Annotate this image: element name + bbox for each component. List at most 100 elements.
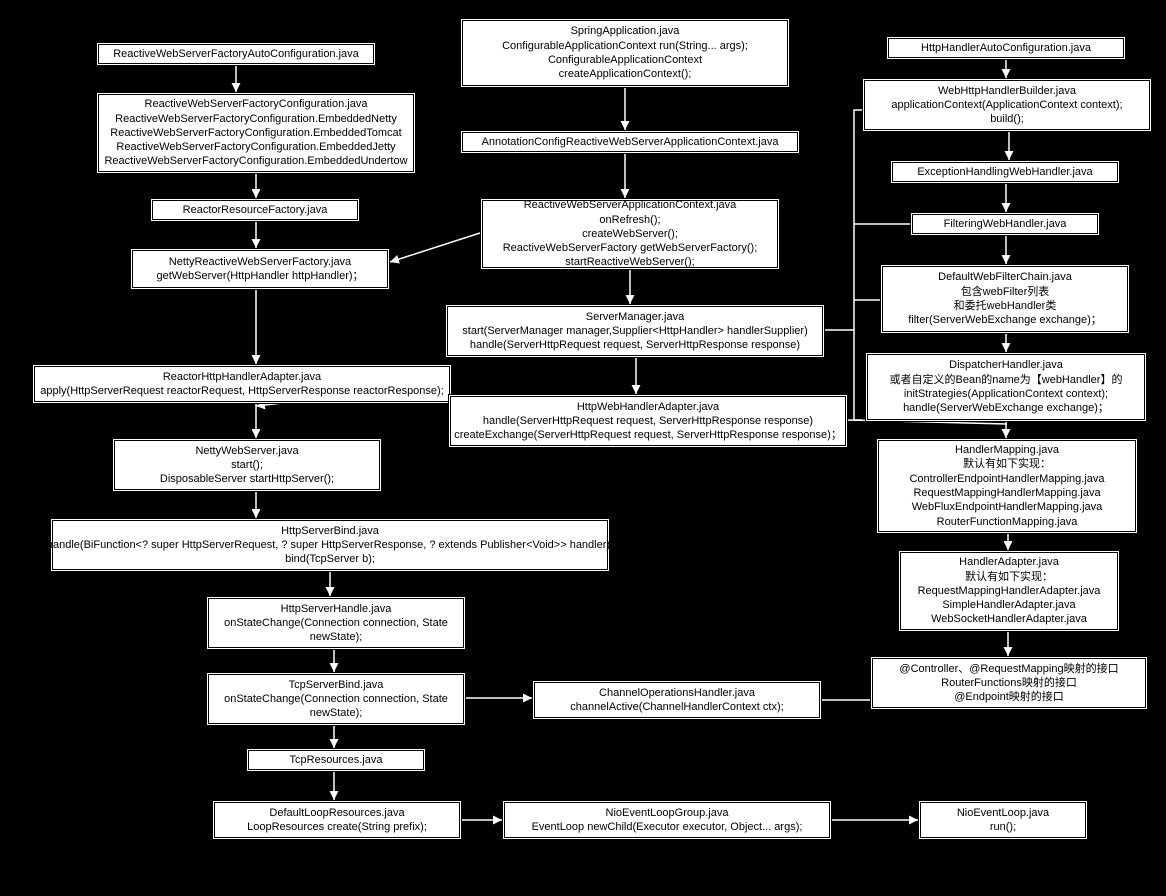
node-text-line: HandlerAdapter.java bbox=[959, 555, 1059, 569]
flowchart-node: SpringApplication.javaConfigurableApplic… bbox=[460, 18, 790, 88]
flowchart-node: @Controller、@RequestMapping映射的接口RouterFu… bbox=[870, 656, 1148, 710]
flowchart-node: ReactiveWebServerFactoryAutoConfiguratio… bbox=[96, 42, 376, 66]
node-text-line: 和委托webHandler类 bbox=[954, 299, 1057, 313]
node-text-line: ReactiveWebServerFactoryConfiguration.Em… bbox=[110, 126, 401, 140]
node-text-line: ReactiveWebServerApplicationContext.java bbox=[524, 198, 737, 212]
node-text-line: TcpServerBind.java bbox=[289, 678, 384, 692]
node-text-line: RequestMappingHandlerMapping.java bbox=[913, 486, 1100, 500]
flowchart-node: HandlerAdapter.java默认有如下实现：RequestMappin… bbox=[898, 550, 1120, 632]
node-text-line: ConfigurableApplicationContext bbox=[548, 53, 702, 67]
node-text-line: handle(BiFunction<? super HttpServerRequ… bbox=[47, 538, 613, 552]
node-text-line: newState); bbox=[310, 706, 363, 720]
node-text-line: createWebServer(); bbox=[582, 227, 678, 241]
node-text-line: RequestMappingHandlerAdapter.java bbox=[918, 584, 1101, 598]
node-text-line: NioEventLoop.java bbox=[957, 806, 1049, 820]
flowchart-node: ServerManager.javastart(ServerManager ma… bbox=[445, 304, 825, 358]
flowchart-node: FilteringWebHandler.java bbox=[910, 212, 1100, 236]
node-text-line: bind(TcpServer b); bbox=[285, 552, 375, 566]
node-text-line: AnnotationConfigReactiveWebServerApplica… bbox=[482, 135, 779, 149]
node-text-line: ControllerEndpointHandlerMapping.java bbox=[909, 472, 1104, 486]
node-text-line: start(ServerManager manager,Supplier<Htt… bbox=[462, 324, 807, 338]
node-text-line: ReactorHttpHandlerAdapter.java bbox=[163, 370, 321, 384]
node-text-line: onRefresh(); bbox=[599, 213, 660, 227]
flowchart-node: ChannelOperationsHandler.javachannelActi… bbox=[532, 680, 822, 720]
node-text-line: applicationContext(ApplicationContext co… bbox=[891, 98, 1122, 112]
node-text-line: SpringApplication.java bbox=[571, 24, 680, 38]
node-text-line: HttpHandlerAutoConfiguration.java bbox=[921, 41, 1091, 55]
node-text-line: LoopResources create(String prefix); bbox=[247, 820, 427, 834]
node-text-line: ReactiveWebServerFactoryConfiguration.ja… bbox=[145, 97, 368, 111]
node-text-line: build(); bbox=[990, 112, 1024, 126]
node-text-line: createExchange(ServerHttpRequest request… bbox=[454, 428, 842, 442]
node-text-line: startReactiveWebServer(); bbox=[565, 255, 694, 269]
node-text-line: NettyWebServer.java bbox=[195, 444, 298, 458]
flowchart-node: HandlerMapping.java默认有如下实现：ControllerEnd… bbox=[876, 438, 1138, 534]
node-text-line: 默认有如下实现： bbox=[963, 457, 1051, 471]
node-text-line: RouterFunctions映射的接口 bbox=[941, 676, 1077, 690]
node-text-line: 默认有如下实现： bbox=[965, 570, 1053, 584]
node-text-line: DisposableServer startHttpServer(); bbox=[160, 472, 334, 486]
node-text-line: ReactiveWebServerFactoryConfiguration.Em… bbox=[115, 112, 397, 126]
node-text-line: ReactiveWebServerFactory getWebServerFac… bbox=[503, 241, 758, 255]
node-text-line: DefaultWebFilterChain.java bbox=[938, 270, 1072, 284]
node-text-line: DispatcherHandler.java bbox=[949, 358, 1063, 372]
node-text-line: ReactiveWebServerFactoryConfiguration.Em… bbox=[104, 154, 407, 168]
node-text-line: initStrategies(ApplicationContext contex… bbox=[904, 387, 1108, 401]
flowchart-node: ReactiveWebServerFactoryConfiguration.ja… bbox=[96, 92, 416, 174]
node-text-line: FilteringWebHandler.java bbox=[944, 217, 1067, 231]
node-text-line: ReactiveWebServerFactoryAutoConfiguratio… bbox=[113, 47, 359, 61]
node-text-line: HttpServerHandle.java bbox=[281, 602, 392, 616]
node-text-line: SimpleHandlerAdapter.java bbox=[942, 598, 1075, 612]
node-text-line: ExceptionHandlingWebHandler.java bbox=[917, 165, 1092, 179]
node-text-line: WebFluxEndpointHandlerMapping.java bbox=[912, 500, 1103, 514]
flowchart-node: HttpServerHandle.javaonStateChange(Conne… bbox=[206, 596, 466, 650]
node-text-line: channelActive(ChannelHandlerContext ctx)… bbox=[570, 700, 783, 714]
node-text-line: run(); bbox=[990, 820, 1016, 834]
node-text-line: WebSocketHandlerAdapter.java bbox=[931, 612, 1087, 626]
node-text-line: HttpServerBind.java bbox=[281, 524, 379, 538]
node-text-line: handle(ServerHttpRequest request, Server… bbox=[470, 338, 800, 352]
flowchart-node: NioEventLoop.javarun(); bbox=[918, 800, 1088, 840]
node-text-line: ConfigurableApplicationContext run(Strin… bbox=[502, 39, 748, 53]
node-text-line: handle(ServerWebExchange exchange)； bbox=[903, 401, 1109, 415]
node-text-line: NioEventLoopGroup.java bbox=[606, 806, 729, 820]
node-text-line: createApplicationContext(); bbox=[559, 67, 692, 81]
flowchart-node: HttpWebHandlerAdapter.javahandle(ServerH… bbox=[448, 394, 848, 448]
node-text-line: filter(ServerWebExchange exchange)； bbox=[908, 313, 1102, 327]
node-text-line: apply(HttpServerRequest reactorRequest, … bbox=[40, 384, 444, 398]
flowchart-node: HttpHandlerAutoConfiguration.java bbox=[886, 36, 1126, 60]
node-text-line: ReactiveWebServerFactoryConfiguration.Em… bbox=[116, 140, 395, 154]
node-text-line: start(); bbox=[231, 458, 263, 472]
flowchart-node: DispatcherHandler.java或者自定义的Bean的name为【w… bbox=[865, 352, 1147, 422]
flowchart-node: WebHttpHandlerBuilder.javaapplicationCon… bbox=[862, 78, 1152, 132]
node-text-line: TcpResources.java bbox=[290, 753, 383, 767]
node-text-line: onStateChange(Connection connection, Sta… bbox=[224, 616, 448, 630]
node-text-line: 包含webFilter列表 bbox=[961, 285, 1050, 299]
node-text-line: RouterFunctionMapping.java bbox=[937, 515, 1078, 529]
node-text-line: WebHttpHandlerBuilder.java bbox=[938, 84, 1076, 98]
flowchart-node: DefaultWebFilterChain.java包含webFilter列表和… bbox=[880, 264, 1130, 334]
node-text-line: ServerManager.java bbox=[586, 310, 684, 324]
flowchart-node: DefaultLoopResources.javaLoopResources c… bbox=[212, 800, 462, 840]
flowchart-node: TcpResources.java bbox=[246, 748, 426, 772]
flowchart-node: AnnotationConfigReactiveWebServerApplica… bbox=[460, 130, 800, 154]
node-text-line: HandlerMapping.java bbox=[955, 443, 1059, 457]
flowchart-node: TcpServerBind.javaonStateChange(Connecti… bbox=[206, 672, 466, 726]
node-text-line: 或者自定义的Bean的name为【webHandler】的 bbox=[890, 373, 1123, 387]
flowchart-node: ReactorHttpHandlerAdapter.javaapply(Http… bbox=[32, 364, 452, 404]
flowchart-node: NioEventLoopGroup.javaEventLoop newChild… bbox=[502, 800, 832, 840]
node-text-line: EventLoop newChild(Executor executor, Ob… bbox=[532, 820, 803, 834]
node-text-line: HttpWebHandlerAdapter.java bbox=[577, 400, 719, 414]
node-text-line: getWebServer(HttpHandler httpHandler)； bbox=[156, 269, 363, 283]
flowchart-node: ReactiveWebServerApplicationContext.java… bbox=[480, 198, 780, 270]
node-text-line: newState); bbox=[310, 630, 363, 644]
flowchart-node: NettyWebServer.javastart();DisposableSer… bbox=[112, 438, 382, 492]
node-text-line: @Endpoint映射的接口 bbox=[954, 690, 1064, 704]
node-text-line: ReactorResourceFactory.java bbox=[183, 203, 328, 217]
flowchart-node: ExceptionHandlingWebHandler.java bbox=[890, 160, 1120, 184]
node-text-line: ChannelOperationsHandler.java bbox=[599, 686, 755, 700]
node-text-line: DefaultLoopResources.java bbox=[269, 806, 404, 820]
node-text-line: NettyReactiveWebServerFactory.java bbox=[169, 255, 351, 269]
node-text-line: onStateChange(Connection connection, Sta… bbox=[224, 692, 448, 706]
flowchart-node: NettyReactiveWebServerFactory.javagetWeb… bbox=[130, 248, 390, 290]
